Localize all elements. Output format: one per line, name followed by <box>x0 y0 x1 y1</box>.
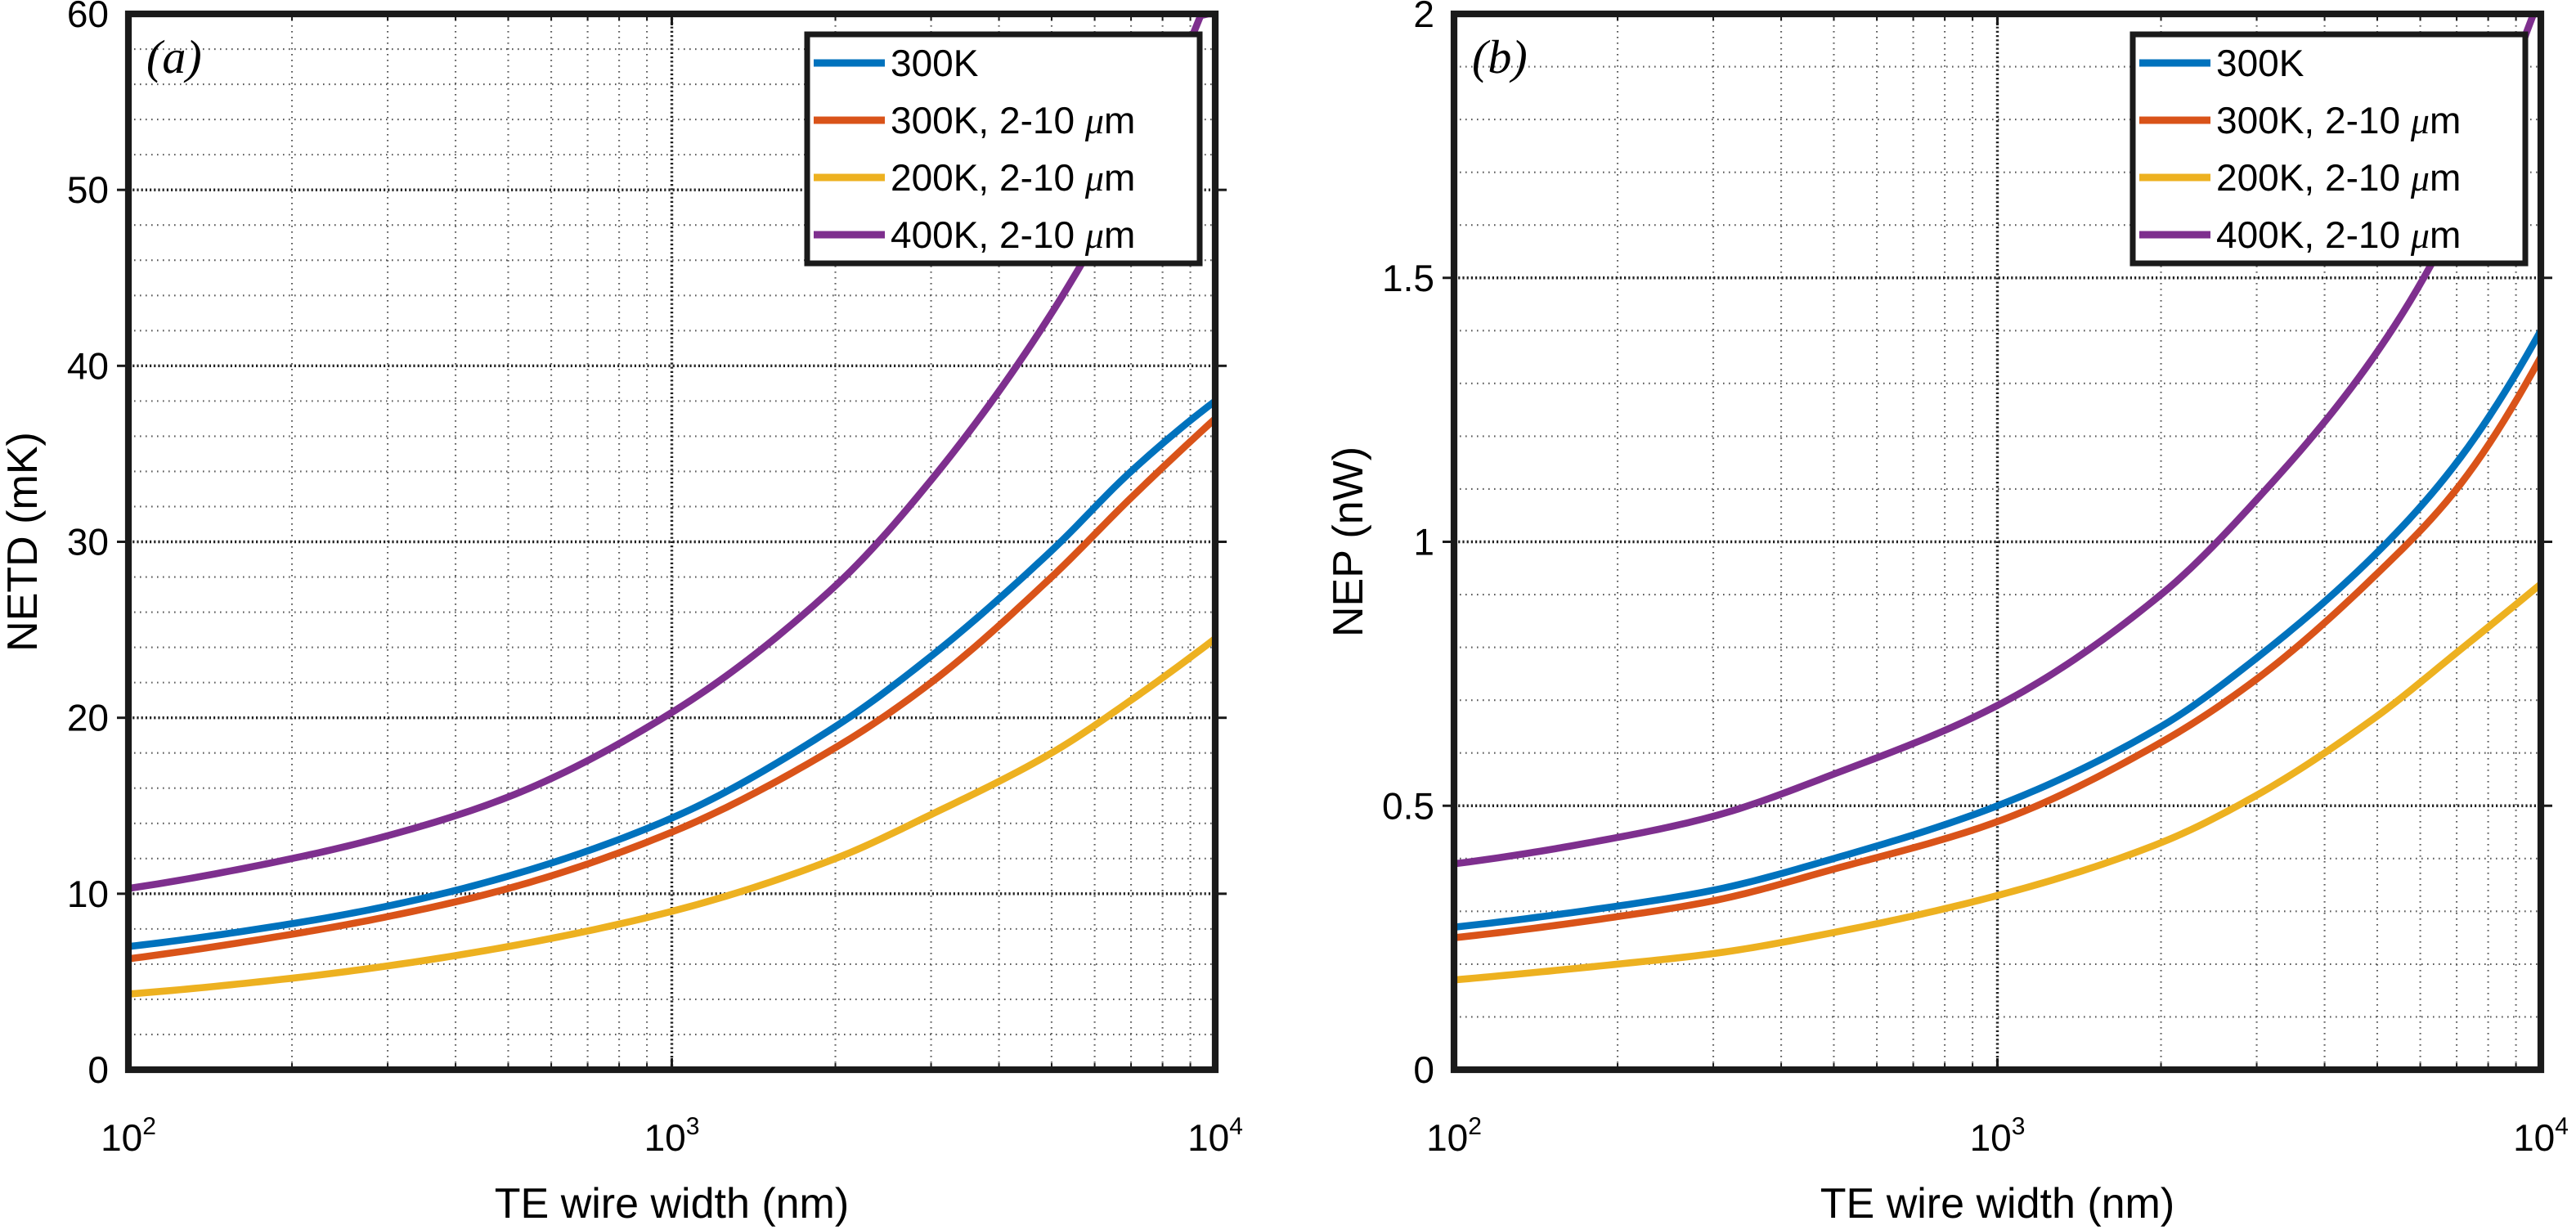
svg-text:2: 2 <box>1413 0 1434 35</box>
svg-text:(a): (a) <box>146 30 202 83</box>
svg-text:10: 10 <box>67 873 109 915</box>
svg-text:1.5: 1.5 <box>1382 257 1434 299</box>
svg-text:1: 1 <box>1413 521 1434 563</box>
svg-text:300K: 300K <box>2216 42 2304 84</box>
svg-text:40: 40 <box>67 344 109 387</box>
svg-text:300K: 300K <box>891 42 979 84</box>
svg-text:0: 0 <box>88 1048 109 1091</box>
svg-text:200K, 2-10 μm: 200K, 2-10 μm <box>2216 156 2461 199</box>
svg-text:TE wire width (nm): TE wire width (nm) <box>495 1180 849 1228</box>
svg-text:0: 0 <box>1413 1048 1434 1091</box>
svg-text:60: 60 <box>67 0 109 35</box>
svg-text:0.5: 0.5 <box>1382 784 1434 827</box>
svg-text:TE wire width (nm): TE wire width (nm) <box>1820 1180 2174 1228</box>
svg-text:20: 20 <box>67 697 109 739</box>
svg-text:200K, 2-10 μm: 200K, 2-10 μm <box>891 156 1135 199</box>
svg-text:(b): (b) <box>1472 30 1528 83</box>
svg-text:50: 50 <box>67 168 109 211</box>
svg-text:300K, 2-10 μm: 300K, 2-10 μm <box>2216 99 2461 141</box>
svg-text:NEP (nW): NEP (nW) <box>1325 447 1372 637</box>
svg-text:300K, 2-10 μm: 300K, 2-10 μm <box>891 99 1135 141</box>
svg-text:400K, 2-10 μm: 400K, 2-10 μm <box>891 213 1135 256</box>
svg-text:NETD (mK): NETD (mK) <box>0 432 47 652</box>
svg-text:400K, 2-10 μm: 400K, 2-10 μm <box>2216 213 2461 256</box>
svg-text:30: 30 <box>67 521 109 563</box>
